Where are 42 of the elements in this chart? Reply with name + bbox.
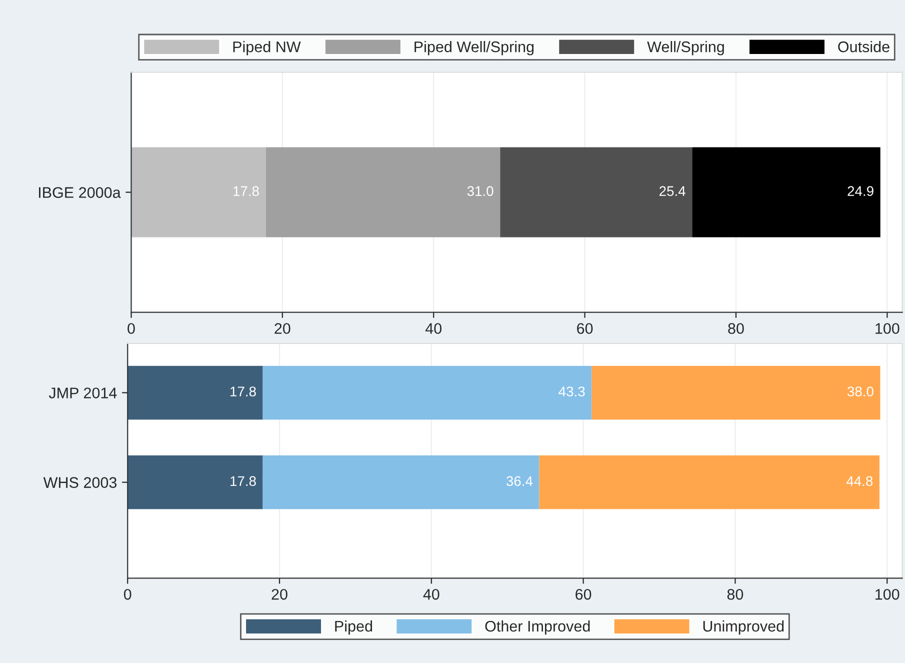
- x-tick-label: 100: [876, 588, 900, 600]
- bar: [128, 455, 263, 510]
- legend-label: Piped NW: [233, 41, 301, 56]
- data-label: 17.8: [234, 186, 259, 196]
- x-tick-label: 60: [576, 588, 592, 600]
- data-label: 44.8: [846, 476, 873, 486]
- data-label: 38.0: [847, 386, 874, 396]
- bar: [131, 147, 266, 238]
- legend-label: Other Improved: [485, 620, 590, 635]
- data-label: 17.8: [230, 386, 256, 396]
- data-label: 36.4: [506, 476, 533, 486]
- x-tick-label: 80: [727, 588, 744, 600]
- data-label: 31.0: [467, 186, 494, 196]
- x-tick-label: 20: [272, 588, 288, 600]
- bar: [262, 455, 540, 510]
- data-label: 24.9: [848, 186, 874, 196]
- bar: [539, 455, 880, 510]
- bar: [500, 147, 692, 238]
- y-tick-label: JMP 2014: [48, 388, 117, 398]
- legend-label: Piped Well/Spring: [414, 41, 534, 56]
- bar: [262, 366, 592, 420]
- legend-label: Outside: [838, 41, 890, 52]
- bar: [266, 147, 500, 238]
- data-label: 25.4: [660, 186, 686, 196]
- legend-label: Unimproved: [703, 620, 784, 635]
- x-tick-label: 0: [124, 588, 132, 600]
- x-tick-label: 20: [274, 323, 290, 334]
- x-tick-label: 80: [728, 323, 744, 334]
- data-label: 43.3: [558, 386, 585, 396]
- data-label: 17.8: [230, 476, 256, 486]
- y-tick-label: IBGE 2000a: [38, 187, 121, 198]
- legend-label: Well/Spring: [647, 41, 724, 56]
- x-tick-label: 0: [128, 323, 135, 334]
- legend-label: Piped: [335, 620, 372, 635]
- bar: [128, 366, 263, 420]
- x-tick-label: 40: [423, 588, 440, 600]
- bar: [592, 366, 880, 420]
- y-tick-label: WHS 2003: [43, 477, 117, 488]
- x-tick-label: 100: [876, 323, 900, 334]
- x-tick-label: 40: [425, 323, 442, 334]
- x-tick-label: 60: [577, 323, 593, 334]
- bar: [692, 147, 880, 238]
